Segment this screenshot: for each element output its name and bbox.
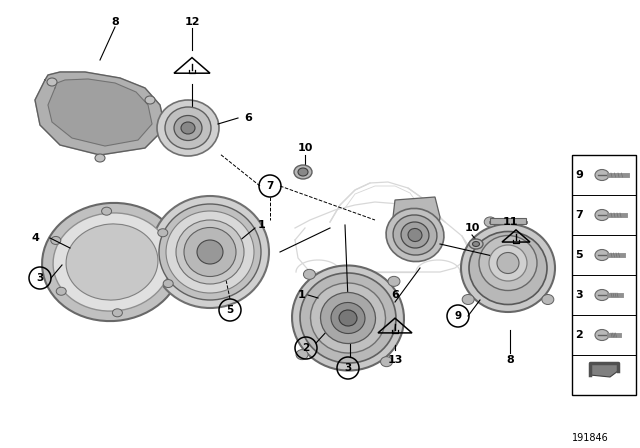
Ellipse shape — [469, 232, 547, 305]
Text: 6: 6 — [391, 290, 399, 300]
Ellipse shape — [595, 210, 609, 220]
Ellipse shape — [51, 237, 61, 245]
Text: 9: 9 — [454, 311, 461, 321]
Ellipse shape — [292, 266, 404, 370]
Text: 10: 10 — [464, 223, 480, 233]
Ellipse shape — [331, 302, 365, 333]
Ellipse shape — [388, 276, 400, 286]
Ellipse shape — [294, 165, 312, 179]
Text: 11: 11 — [502, 217, 518, 227]
Ellipse shape — [479, 236, 537, 290]
Text: 2: 2 — [302, 343, 310, 353]
Ellipse shape — [381, 357, 392, 366]
Ellipse shape — [42, 203, 182, 321]
Ellipse shape — [542, 294, 554, 305]
Ellipse shape — [489, 245, 527, 281]
Text: 9: 9 — [575, 170, 583, 180]
Text: 3: 3 — [344, 363, 351, 373]
Text: 2: 2 — [575, 330, 583, 340]
Text: 7: 7 — [266, 181, 274, 191]
Ellipse shape — [595, 169, 609, 181]
Ellipse shape — [47, 78, 57, 86]
Ellipse shape — [401, 222, 429, 248]
Text: 3: 3 — [36, 273, 44, 283]
Polygon shape — [48, 79, 152, 146]
Ellipse shape — [158, 229, 168, 237]
Text: 1: 1 — [297, 290, 305, 300]
Text: 8: 8 — [111, 17, 119, 27]
Ellipse shape — [176, 220, 244, 284]
Ellipse shape — [303, 269, 316, 280]
Ellipse shape — [595, 329, 609, 340]
Ellipse shape — [300, 273, 396, 363]
Polygon shape — [590, 363, 618, 377]
Text: 7: 7 — [575, 210, 583, 220]
Ellipse shape — [53, 213, 171, 311]
Ellipse shape — [151, 196, 269, 308]
Ellipse shape — [296, 349, 308, 360]
FancyBboxPatch shape — [572, 155, 636, 395]
Text: 10: 10 — [298, 143, 313, 153]
Text: 4: 4 — [31, 233, 39, 243]
Ellipse shape — [102, 207, 111, 215]
Ellipse shape — [157, 100, 219, 156]
Ellipse shape — [310, 283, 385, 353]
Ellipse shape — [145, 96, 155, 104]
Ellipse shape — [461, 224, 555, 312]
Ellipse shape — [469, 239, 483, 249]
Ellipse shape — [484, 217, 496, 227]
Ellipse shape — [472, 241, 479, 246]
Ellipse shape — [113, 309, 122, 317]
Ellipse shape — [166, 211, 254, 293]
Text: 12: 12 — [184, 17, 200, 27]
Ellipse shape — [595, 250, 609, 260]
Ellipse shape — [163, 280, 173, 288]
Ellipse shape — [386, 208, 444, 262]
Polygon shape — [393, 197, 440, 240]
Ellipse shape — [298, 168, 308, 176]
Ellipse shape — [174, 116, 202, 141]
Ellipse shape — [95, 154, 105, 162]
Ellipse shape — [497, 253, 519, 273]
Ellipse shape — [321, 293, 376, 344]
Text: 8: 8 — [506, 355, 514, 365]
Text: 5: 5 — [227, 305, 234, 315]
Text: 191846: 191846 — [572, 433, 609, 443]
Text: 13: 13 — [387, 355, 403, 365]
Ellipse shape — [184, 228, 236, 276]
Ellipse shape — [66, 224, 158, 300]
Ellipse shape — [197, 240, 223, 264]
FancyBboxPatch shape — [490, 218, 526, 224]
Ellipse shape — [408, 228, 422, 241]
Ellipse shape — [339, 310, 357, 326]
Polygon shape — [35, 72, 165, 155]
Ellipse shape — [181, 122, 195, 134]
Ellipse shape — [393, 215, 437, 255]
Ellipse shape — [56, 287, 66, 295]
Ellipse shape — [595, 289, 609, 301]
Ellipse shape — [165, 107, 211, 149]
Text: 3: 3 — [575, 290, 583, 300]
Text: 1: 1 — [258, 220, 266, 230]
Ellipse shape — [462, 294, 474, 305]
Ellipse shape — [159, 204, 261, 300]
Text: 5: 5 — [575, 250, 583, 260]
Text: 6: 6 — [244, 113, 252, 123]
